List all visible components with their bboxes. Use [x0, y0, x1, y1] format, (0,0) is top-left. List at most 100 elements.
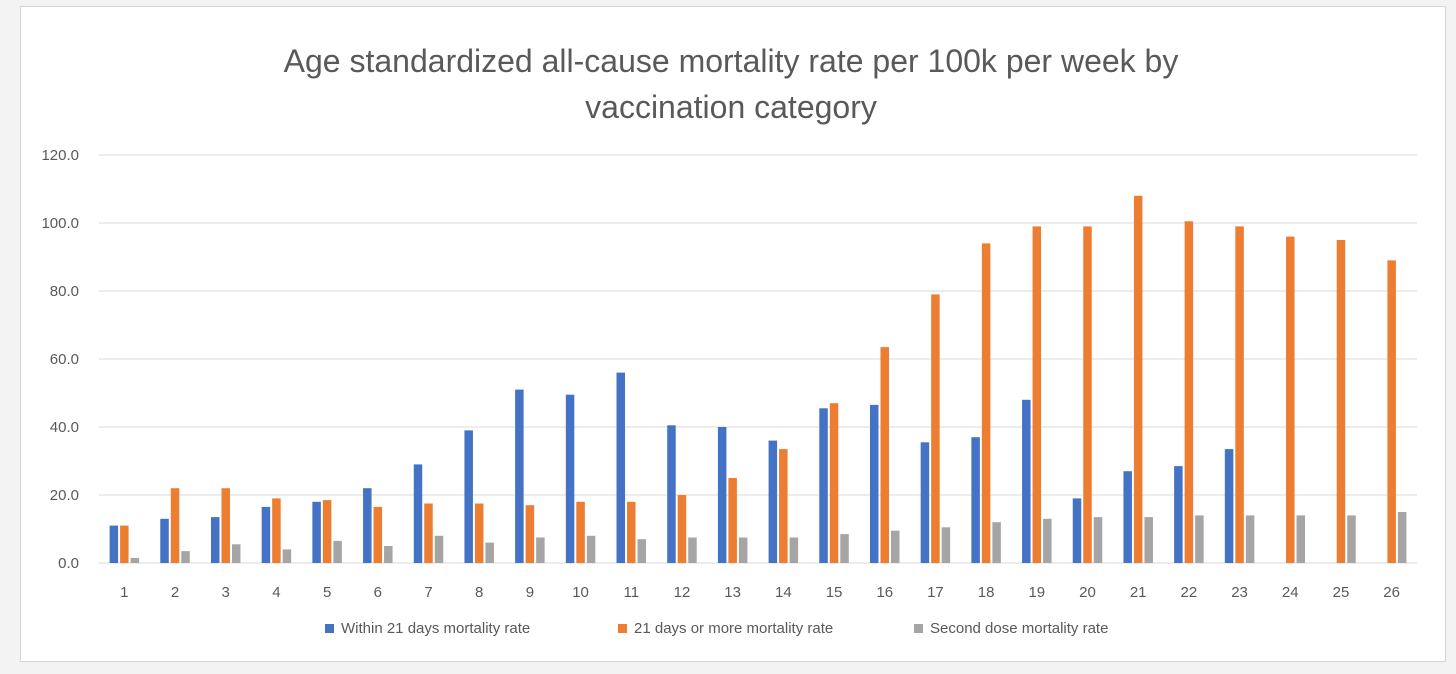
x-tick-label: 14 [775, 584, 792, 601]
bar-series-3-cat-18 [992, 522, 1001, 563]
bar-series-2-cat-6 [373, 506, 383, 563]
x-tick-label: 22 [1181, 584, 1198, 601]
bar-series-3-cat-17 [941, 527, 951, 563]
x-tick-label: 23 [1231, 584, 1248, 601]
bar-series-1-cat-20 [1072, 498, 1082, 563]
bar-series-2-cat-4 [272, 498, 281, 563]
bar-series-3-cat-15 [840, 534, 849, 563]
bar-series-3-cat-5 [333, 540, 342, 563]
bar-series-3-cat-26 [1397, 512, 1407, 563]
x-tick-label: 24 [1282, 584, 1299, 601]
x-tick-label: 4 [272, 584, 280, 601]
bar-series-3-cat-3 [231, 544, 241, 563]
bar-series-3-cat-13 [738, 537, 748, 563]
x-tick-label: 17 [927, 584, 944, 601]
chart-title: Age standardized all-cause mortality rat… [284, 43, 1179, 125]
x-tick-label: 25 [1333, 584, 1350, 601]
bar-series-1-cat-5 [312, 501, 321, 563]
bar-series-2-cat-3 [221, 488, 230, 563]
bar-series-2-cat-24 [1286, 236, 1295, 563]
x-tick-label: 19 [1028, 584, 1045, 601]
x-tick-label: 1 [120, 584, 128, 601]
bar-series-1-cat-2 [160, 518, 169, 563]
bar-series-2-cat-8 [474, 503, 484, 563]
x-tick-label: 7 [424, 584, 432, 601]
x-tick-label: 20 [1079, 584, 1096, 601]
bar-series-1-cat-17 [920, 442, 930, 563]
bar-series-1-cat-3 [210, 517, 220, 563]
bar-series-2-cat-1 [120, 525, 129, 563]
bar-series-3-cat-25 [1347, 515, 1356, 563]
chart-title-line-2: vaccination category [585, 89, 877, 125]
x-tick-label: 3 [222, 584, 230, 601]
bar-series-3-cat-14 [789, 537, 799, 563]
y-tick-label: 80.0 [50, 283, 79, 300]
bar-series-2-cat-13 [728, 478, 737, 563]
legend-swatch-1 [325, 624, 334, 633]
bar-series-3-cat-12 [688, 537, 697, 563]
legend-swatch-3 [914, 624, 923, 633]
bar-series-2-cat-7 [424, 503, 433, 563]
bar-series-1-cat-6 [363, 488, 372, 563]
bar-series-2-cat-10 [576, 501, 585, 563]
gridlines [99, 154, 1417, 564]
bar-series-3-cat-7 [434, 535, 444, 563]
legend-swatch-2 [618, 624, 627, 633]
x-tick-label: 15 [826, 584, 843, 601]
x-tick-label: 6 [374, 584, 382, 601]
legend-label-2: 21 days or more mortality rate [634, 620, 833, 637]
x-tick-label: 26 [1383, 584, 1400, 601]
x-tick-label: 16 [876, 584, 893, 601]
bar-series-1-cat-13 [717, 427, 727, 563]
legend: Within 21 days mortality rate 21 days or … [325, 620, 1108, 637]
bar-series-1-cat-23 [1224, 449, 1234, 563]
x-tick-label: 10 [572, 584, 589, 601]
bar-series-2-cat-26 [1387, 260, 1396, 563]
bar-series-2-cat-18 [981, 243, 991, 563]
bar-series-2-cat-19 [1032, 226, 1042, 563]
bar-series-1-cat-12 [667, 425, 676, 563]
bar-series-3-cat-24 [1296, 515, 1306, 563]
bar-series-3-cat-19 [1043, 518, 1052, 563]
bar-series-1-cat-8 [464, 430, 473, 563]
bar-series-1-cat-14 [768, 440, 778, 563]
bar-series-2-cat-22 [1184, 221, 1194, 564]
x-tick-label: 12 [674, 584, 691, 601]
x-tick-label: 5 [323, 584, 331, 601]
y-tick-label: 100.0 [41, 215, 79, 232]
bar-series-3-cat-8 [485, 542, 494, 563]
bar-series-1-cat-18 [971, 437, 980, 563]
bar-series-1-cat-11 [616, 372, 626, 563]
bar-series-1-cat-1 [109, 525, 119, 563]
bar-series-1-cat-4 [261, 506, 271, 563]
bar-series-1-cat-16 [869, 404, 879, 563]
x-tick-label: 11 [623, 584, 639, 601]
bar-series-2-cat-11 [627, 501, 636, 563]
bars [109, 195, 1407, 564]
x-axis-ticks: 1 2 3 4 5 6 7 8 9 10 11 12 13 14 15 16 17 18 19 20 21 22 23 24 2… [120, 584, 1400, 601]
x-tick-label: 9 [526, 584, 534, 601]
x-tick-label: 8 [475, 584, 483, 601]
legend-label-3: Second dose mortality rate [930, 620, 1108, 637]
x-tick-label: 18 [978, 584, 995, 601]
bar-series-1-cat-10 [565, 394, 575, 563]
y-axis-ticks: 0.0 20.0 40.0 60.0 80.0 100.0 120.0 [41, 147, 79, 572]
chart-title-line-1: Age standardized all-cause mortality rat… [284, 43, 1179, 79]
bar-series-3-cat-22 [1195, 515, 1204, 563]
bar-series-2-cat-20 [1083, 226, 1092, 563]
bar-series-2-cat-17 [931, 294, 940, 563]
bar-series-3-cat-16 [890, 530, 900, 563]
bar-series-3-cat-21 [1144, 517, 1153, 563]
chart-container: Age standardized all-cause mortality rat… [20, 6, 1446, 662]
bar-series-2-cat-12 [677, 495, 687, 563]
legend-label-1: Within 21 days mortality rate [341, 620, 530, 637]
bar-series-2-cat-21 [1133, 195, 1143, 564]
bar-series-2-cat-15 [829, 403, 839, 563]
bar-series-3-cat-6 [384, 546, 393, 563]
bar-series-1-cat-15 [819, 408, 828, 563]
y-tick-label: 120.0 [41, 147, 79, 164]
bar-series-1-cat-7 [413, 464, 423, 563]
bar-series-1-cat-21 [1123, 471, 1132, 563]
bar-series-3-cat-9 [536, 537, 545, 563]
bar-series-2-cat-5 [322, 500, 332, 563]
